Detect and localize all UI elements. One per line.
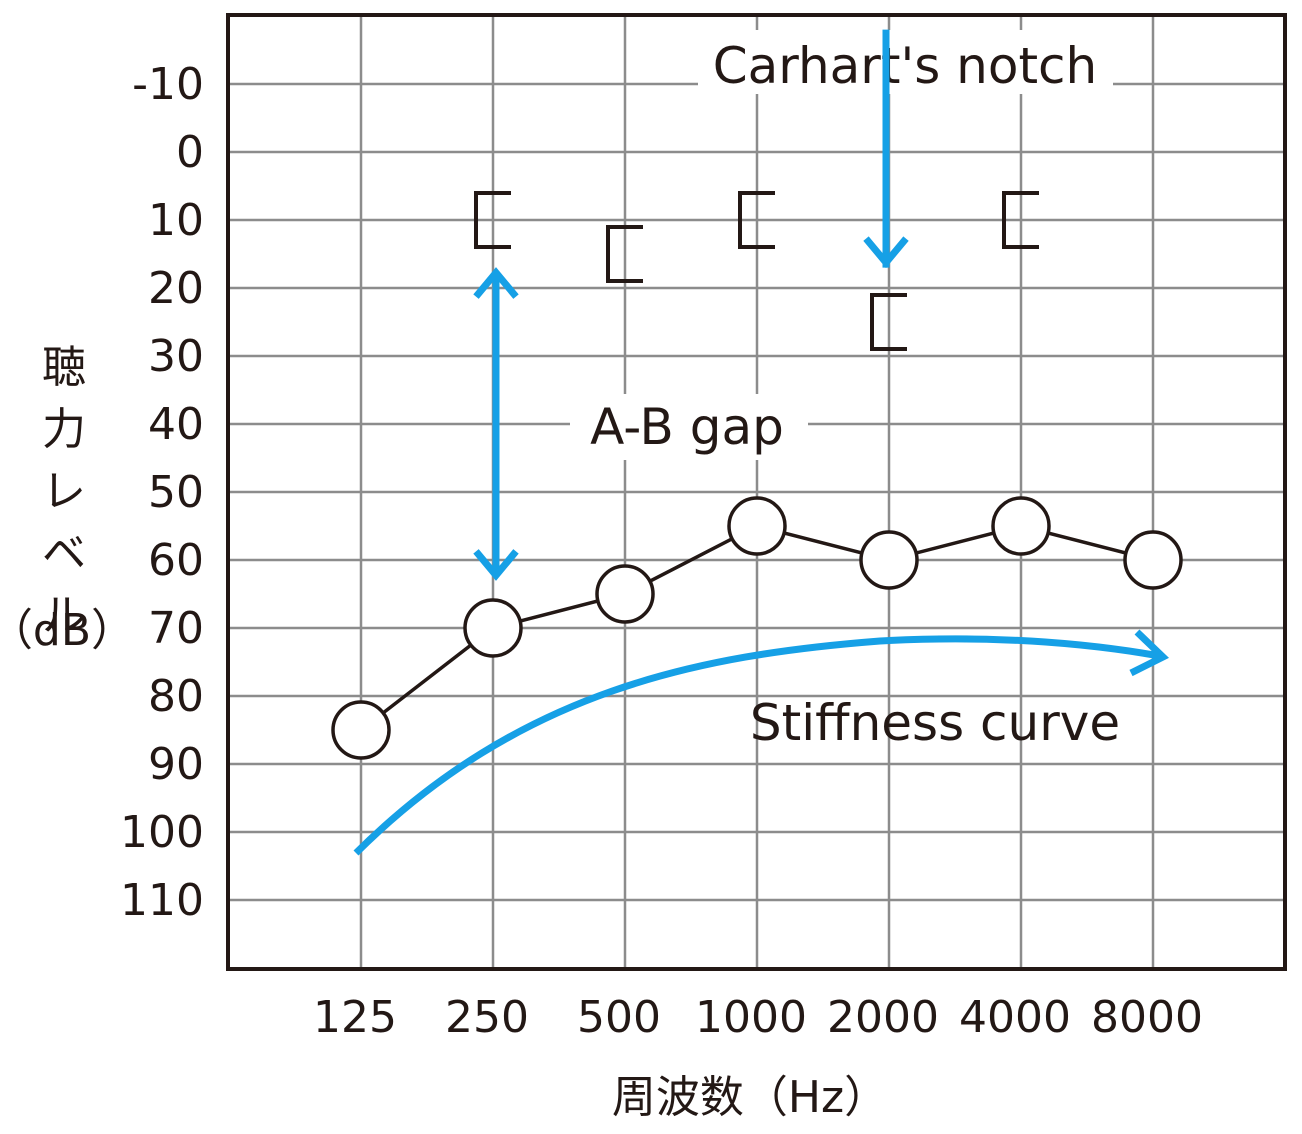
x-tick-label: 2000 — [827, 992, 939, 1043]
x-tick-label: 500 — [577, 992, 661, 1043]
notch-label-background — [698, 30, 1113, 94]
y-tick-label: 90 — [148, 739, 204, 790]
air-conduction-point — [463, 598, 523, 658]
bone-conduction-point — [1002, 191, 1039, 249]
air-conduction-point — [1123, 530, 1183, 590]
y-tick-label: 30 — [148, 331, 204, 382]
x-tick-label: 8000 — [1091, 992, 1203, 1043]
y-tick-label: -10 — [132, 59, 204, 110]
y-tick-label: 50 — [148, 467, 204, 518]
bone-conduction-point — [870, 293, 907, 351]
air-conduction-point — [859, 530, 919, 590]
x-tick-label: 4000 — [959, 992, 1071, 1043]
x-axis-title: 周波数（Hz） — [612, 1072, 888, 1123]
air-conduction-point — [595, 564, 655, 624]
y-tick-labels: -10 0 10 20 30 40 50 60 70 80 90 100 110 — [120, 59, 204, 926]
annotations: Carhart's notch A-B gap — [473, 29, 1113, 581]
y-tick-label: 10 — [148, 195, 204, 246]
plot-frame — [226, 13, 1287, 971]
air-conduction-point — [331, 700, 391, 760]
bone-conduction-point — [474, 191, 511, 249]
y-tick-label: 40 — [148, 399, 204, 450]
stiffness-curve-line — [353, 635, 1161, 856]
x-tick-label: 250 — [445, 992, 529, 1043]
y-tick-label: 80 — [148, 671, 204, 722]
y-tick-label: 110 — [120, 875, 204, 926]
bone-conduction-point — [606, 225, 643, 283]
ab-gap-label: A-B gap — [590, 398, 784, 456]
carharts-notch-label: Carhart's notch — [713, 37, 1097, 95]
y-tick-label: 0 — [176, 127, 204, 178]
air-conduction-point — [991, 496, 1051, 556]
ab-gap-arrowhead-top — [473, 267, 519, 299]
y-axis-title-part: 聴 — [42, 342, 86, 393]
series — [331, 191, 1183, 760]
x-tick-label: 125 — [313, 992, 397, 1043]
x-tick-label: 1000 — [695, 992, 807, 1043]
stiffness-curve: Stiffness curve — [353, 629, 1169, 856]
y-tick-label: 70 — [148, 603, 204, 654]
y-tick-label: 60 — [148, 535, 204, 586]
y-axis-title-part: （dB） — [0, 605, 135, 656]
ab-gap-label-background — [570, 394, 808, 460]
y-tick-label: 20 — [148, 263, 204, 314]
bone-conduction-point — [738, 191, 775, 249]
notch-arrowhead — [863, 236, 909, 269]
ab-gap-arrowhead-bottom — [473, 549, 519, 581]
stiffness-arrowhead — [1129, 629, 1169, 677]
y-tick-label: 100 — [120, 807, 204, 858]
x-tick-labels: 125 250 500 1000 2000 4000 8000 — [313, 992, 1203, 1043]
y-axis-title-part: ル — [42, 590, 86, 641]
air-conduction-point — [727, 496, 787, 556]
stiffness-curve-label: Stiffness curve — [750, 694, 1120, 752]
y-axis-title-part: レ — [42, 466, 86, 517]
y-axis-title-part: 力 — [42, 404, 86, 455]
y-axis-title-part: ベ — [42, 528, 86, 579]
